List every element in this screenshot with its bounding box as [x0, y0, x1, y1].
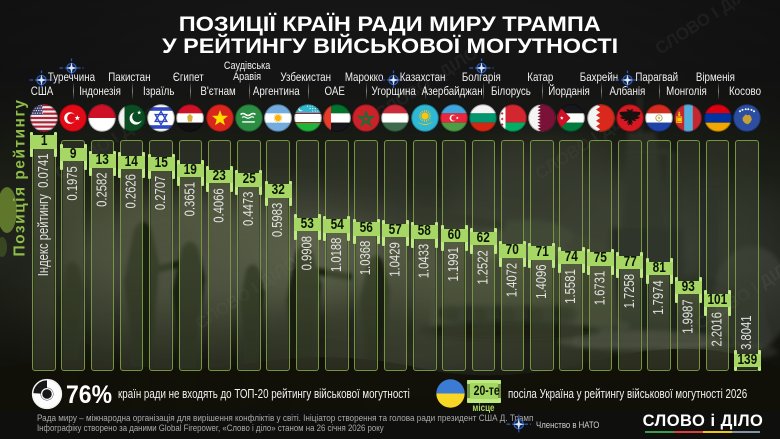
- svg-text:0.3651: 0.3651: [181, 182, 198, 216]
- svg-text:0.1975: 0.1975: [64, 166, 81, 200]
- svg-text:1.4072: 1.4072: [503, 263, 520, 297]
- svg-text:1.4096: 1.4096: [532, 265, 549, 299]
- svg-text:0.9908: 0.9908: [298, 236, 315, 270]
- svg-text:1.0188: 1.0188: [327, 238, 344, 272]
- svg-text:0.5983: 0.5983: [269, 203, 286, 237]
- svg-text:1.0429: 1.0429: [386, 242, 403, 276]
- svg-text:1.1991: 1.1991: [444, 247, 461, 281]
- svg-text:1.2522: 1.2522: [474, 250, 491, 284]
- svg-text:1.7974: 1.7974: [650, 280, 667, 314]
- svg-text:0.2626: 0.2626: [122, 174, 139, 208]
- svg-text:2.2016: 2.2016: [708, 312, 725, 346]
- svg-text:3.8041: 3.8041: [737, 316, 754, 350]
- svg-text:0.4473: 0.4473: [239, 192, 256, 226]
- svg-text:1.0433: 1.0433: [415, 244, 432, 278]
- svg-text:1.6731: 1.6731: [591, 271, 608, 305]
- svg-text:1.5581: 1.5581: [562, 269, 579, 303]
- svg-text:Індекс рейтингу 0.0741: Індекс рейтингу 0.0741: [34, 154, 51, 277]
- svg-text:1.9987: 1.9987: [679, 299, 696, 333]
- svg-text:0.2582: 0.2582: [93, 173, 110, 207]
- svg-text:0.4066: 0.4066: [210, 188, 227, 222]
- svg-text:0.2707: 0.2707: [151, 176, 168, 210]
- svg-text:1.7258: 1.7258: [620, 274, 637, 308]
- svg-text:1.0368: 1.0368: [357, 241, 374, 275]
